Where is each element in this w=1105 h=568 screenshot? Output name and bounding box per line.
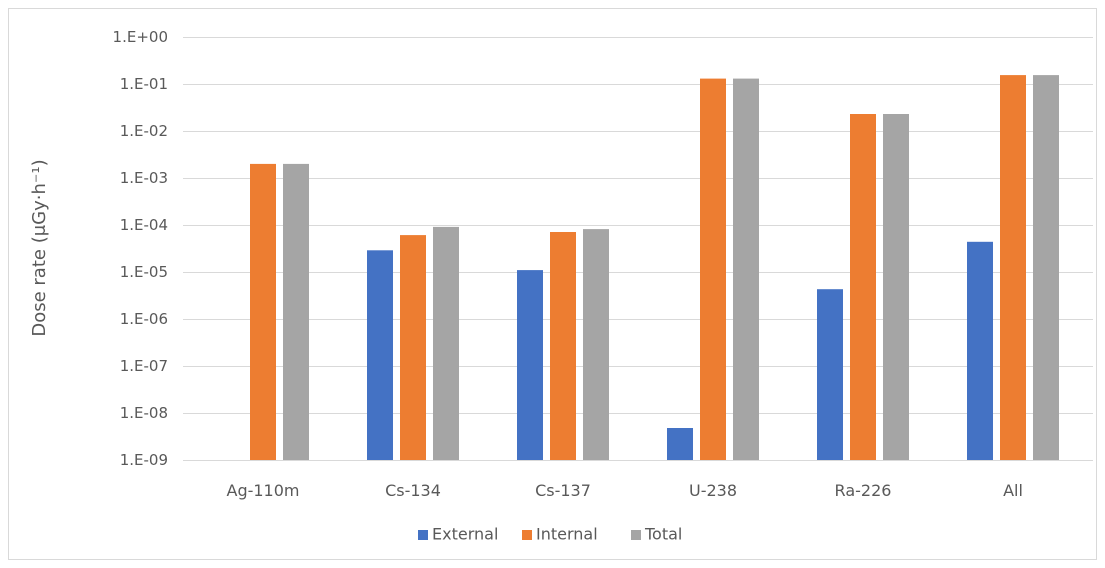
bar-external-cs-134 [367, 250, 393, 460]
y-axis-tick-labels: 1.E+00 1.E-01 1.E-02 1.E-03 1.E-04 1.E-05 1.E-… [113, 28, 168, 469]
bar-external-u-238 [667, 428, 693, 460]
bar-internal-all [1000, 75, 1026, 460]
y-axis-title: Dose rate (μGy·h⁻¹) [29, 159, 50, 336]
bar-total-all [1033, 75, 1059, 460]
bar-internal-cs-134 [400, 235, 426, 460]
y-tick-label: 1.E-06 [120, 310, 168, 328]
bar-total-ra-226 [883, 114, 909, 460]
y-tick-label: 1.E-09 [120, 451, 168, 469]
x-category-label-cs-134: Cs-134 [385, 481, 441, 500]
y-tick-label: 1.E-05 [120, 263, 168, 281]
y-tick-label: 1.E+00 [113, 28, 168, 46]
bar-external-cs-137 [517, 270, 543, 460]
bar-internal-ag-110m [250, 163, 276, 460]
gridlines [183, 37, 1093, 461]
bar-internal-ra-226 [850, 114, 876, 460]
bar-external-all [967, 241, 993, 460]
bar-total-u-238 [733, 78, 759, 460]
y-tick-label: 1.E-08 [120, 404, 168, 422]
bar-internal-cs-137 [550, 232, 576, 460]
x-category-label-ag-110m: Ag-110m [227, 481, 300, 500]
y-tick-label: 1.E-04 [120, 216, 168, 234]
legend-swatch-total [631, 530, 641, 540]
y-tick-label: 1.E-01 [120, 75, 168, 93]
x-category-label-all: All [1003, 481, 1023, 500]
x-category-label-ra-226: Ra-226 [835, 481, 892, 500]
legend-swatch-internal [522, 530, 532, 540]
y-tick-label: 1.E-07 [120, 357, 168, 375]
legend: External Internal Total [418, 525, 682, 544]
x-category-label-u-238: U-238 [689, 481, 737, 500]
legend-label-external: External [432, 525, 498, 544]
legend-label-total: Total [644, 525, 682, 544]
y-tick-label: 1.E-03 [120, 169, 168, 187]
x-axis-category-labels: Ag-110m Cs-134 Cs-137 U-238 Ra-226 All [227, 481, 1023, 500]
y-tick-label: 1.E-02 [120, 122, 168, 140]
bar-internal-u-238 [700, 78, 726, 460]
bar-total-cs-137 [583, 229, 609, 460]
x-category-label-cs-137: Cs-137 [535, 481, 591, 500]
legend-label-internal: Internal [536, 525, 598, 544]
bar-external-ra-226 [817, 289, 843, 460]
legend-swatch-external [418, 530, 428, 540]
bar-total-ag-110m [283, 163, 309, 460]
bar-total-cs-134 [433, 226, 459, 460]
bars [250, 75, 1059, 460]
